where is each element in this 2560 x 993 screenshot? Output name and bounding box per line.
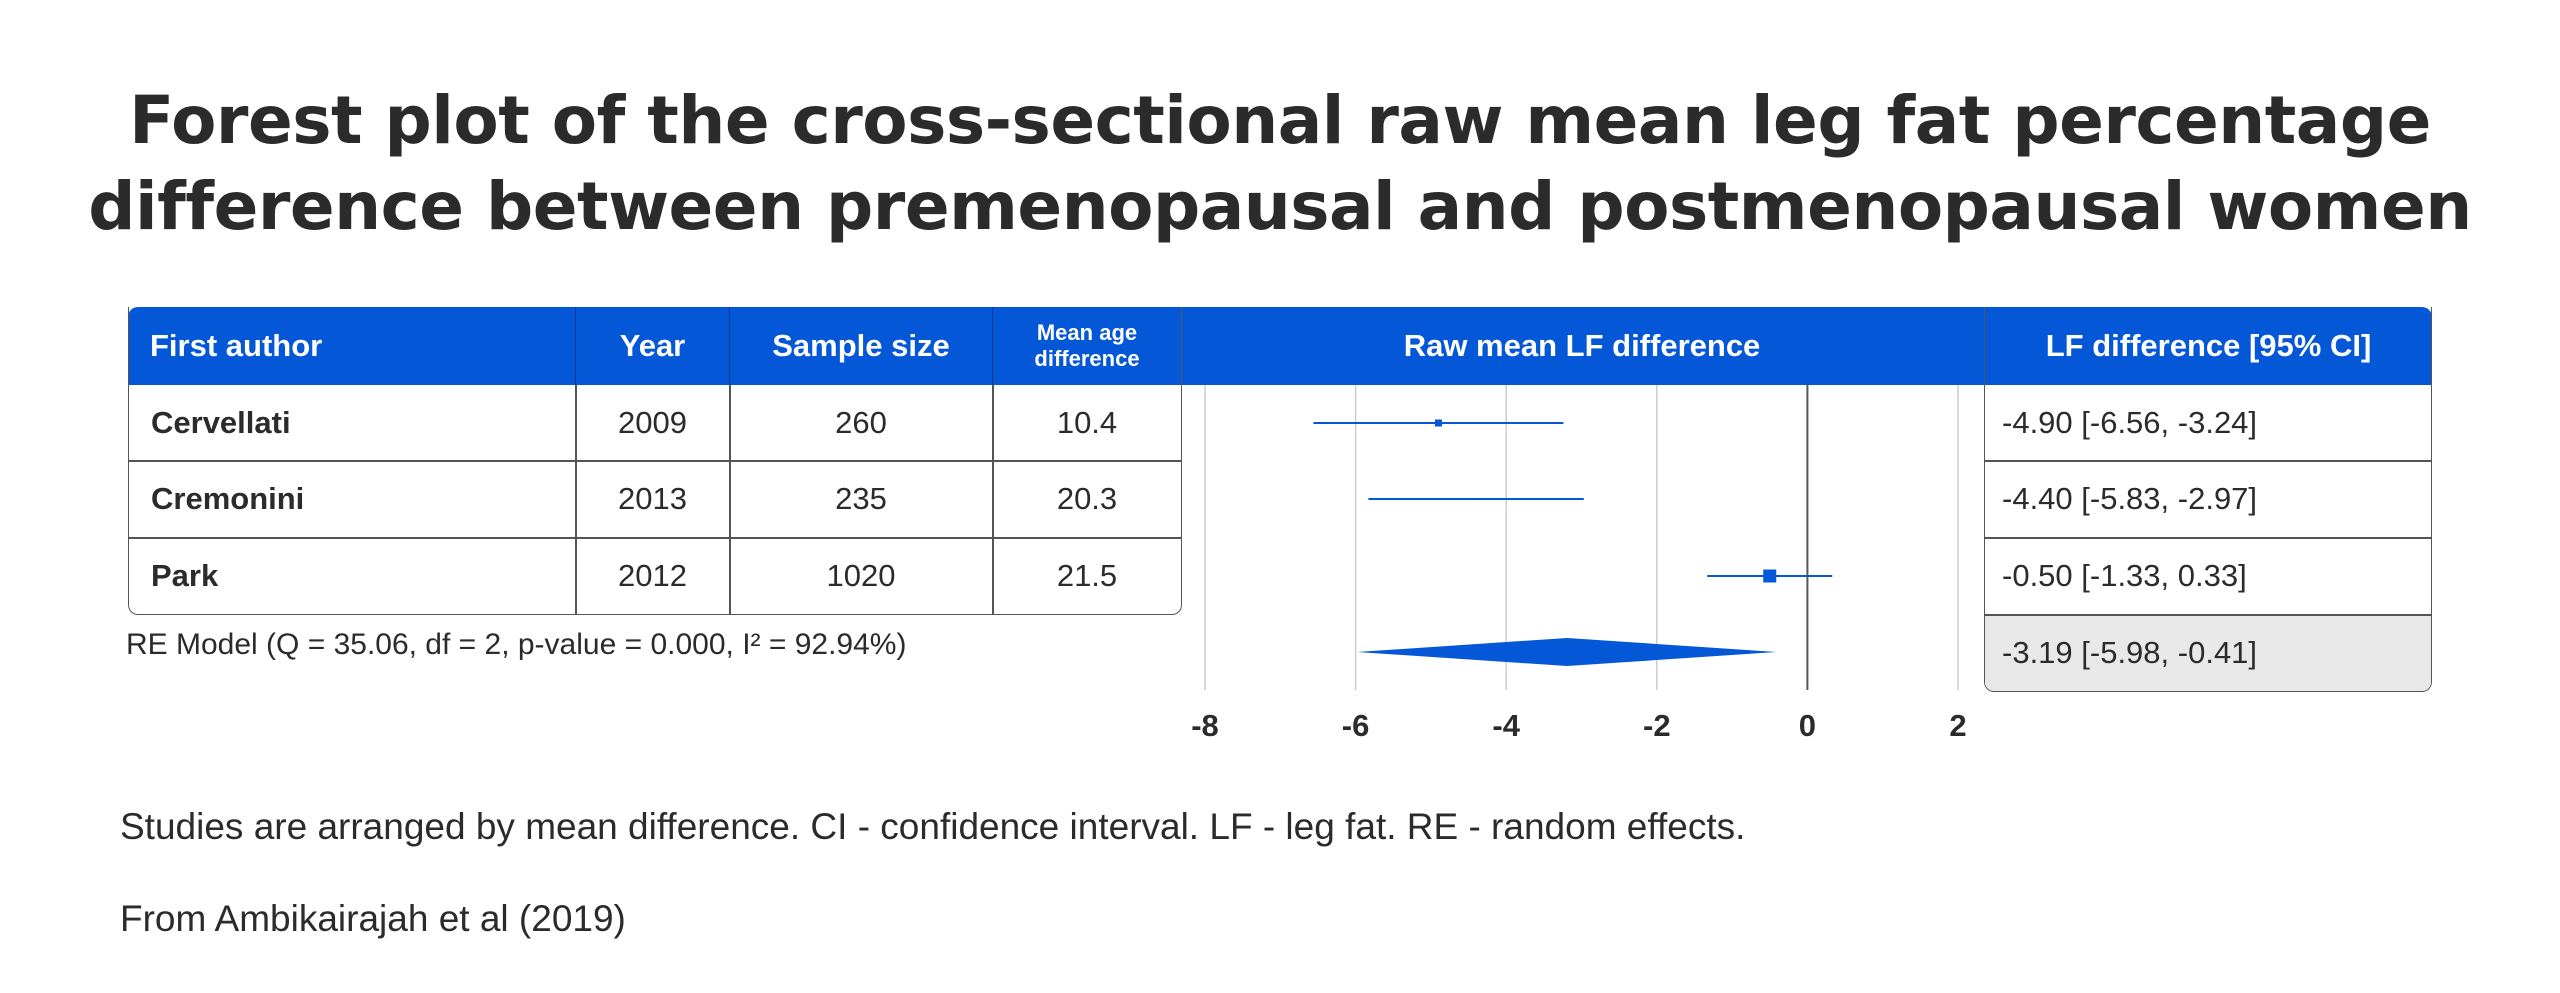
row-divider (128, 537, 1182, 539)
chart-title: Forest plot of the cross-sectional raw m… (0, 78, 2560, 250)
title-line-1: Forest plot of the cross-sectional raw m… (129, 82, 2431, 159)
summary-ci-text: -3.19 [-5.98, -0.41] (2002, 635, 2258, 670)
footnote-source: From Ambikairajah et al (2019) (120, 898, 626, 939)
row-divider (1984, 460, 2432, 462)
row-author: Park (151, 558, 219, 593)
header-mean-age-line-2: difference (1034, 346, 1140, 371)
summary-diamond (1357, 638, 1777, 666)
row-year: 2012 (618, 558, 687, 593)
x-tick-label: 0 (1799, 708, 1816, 743)
row-mean-age-difference: 10.4 (1056, 405, 1118, 440)
row-divider (1984, 537, 2432, 539)
row-mean-age-difference: 20.3 (1056, 481, 1118, 516)
header-lf-difference-ci: LF difference [95% CI] (2045, 328, 2372, 363)
column-divider (992, 385, 994, 614)
row-ci-text: -4.90 [-6.56, -3.24] (2002, 405, 2258, 440)
row-author: Cremonini (151, 481, 305, 516)
summary-ci-background (1985, 615, 2431, 691)
title-line-2: difference between premenopausal and pos… (88, 168, 2472, 245)
point-estimate-marker (1475, 498, 1477, 500)
x-tick-label: 2 (1949, 708, 1966, 743)
header-mean-age-line-1: Mean age (1036, 320, 1138, 345)
header-divider (575, 307, 576, 385)
x-tick-label: -4 (1492, 708, 1520, 743)
row-mean-age-difference: 21.5 (1056, 558, 1118, 593)
x-tick-label: -2 (1643, 708, 1671, 743)
row-divider (1984, 614, 2432, 616)
row-divider (128, 460, 1182, 462)
row-year: 2009 (618, 405, 687, 440)
x-tick-label: -6 (1342, 708, 1370, 743)
row-author: Cervellati (151, 405, 291, 440)
row-ci-text: -0.50 [-1.33, 0.33] (2002, 558, 2247, 593)
x-tick-label: -8 (1191, 708, 1219, 743)
header-first-author: First author (150, 328, 323, 363)
header-year: Year (619, 328, 686, 363)
header-mean-age-difference: Mean age difference (993, 307, 1181, 385)
row-year: 2013 (618, 481, 687, 516)
re-model-statistics: RE Model (Q = 35.06, df = 2, p-value = 0… (126, 628, 907, 661)
header-divider (729, 307, 730, 385)
column-divider (575, 385, 577, 614)
footnote-abbreviations: Studies are arranged by mean difference.… (120, 806, 1746, 847)
header-sample-size: Sample size (772, 328, 950, 363)
header-divider (992, 307, 993, 385)
point-estimate-marker (1434, 419, 1442, 427)
row-sample-size: 235 (835, 481, 887, 516)
ci-table (1984, 307, 2432, 692)
row-ci-text: -4.40 [-5.83, -2.97] (2002, 481, 2258, 516)
column-divider (729, 385, 731, 614)
row-sample-size: 260 (835, 405, 887, 440)
header-raw-mean-lf-difference: Raw mean LF difference (1403, 328, 1761, 363)
point-estimate-marker (1763, 569, 1777, 583)
table-header (128, 307, 2432, 385)
row-sample-size: 1020 (826, 558, 896, 593)
